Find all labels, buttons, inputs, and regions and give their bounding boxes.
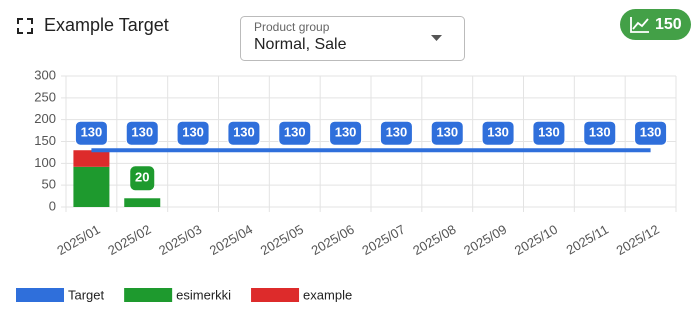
bar <box>73 150 110 167</box>
legend-swatch <box>16 288 64 302</box>
bar <box>73 166 110 207</box>
x-tick-label: 2025/05 <box>258 222 306 258</box>
x-tick-label: 2025/01 <box>54 222 102 258</box>
data-label-box <box>481 120 515 146</box>
dropdown-arrow <box>431 35 442 41</box>
dropdown-label: Product group <box>254 20 330 34</box>
data-label-box <box>329 120 363 146</box>
data-label-box <box>130 166 155 191</box>
data-label: 130 <box>436 125 458 140</box>
y-tick-label: 100 <box>34 155 56 170</box>
data-label: 130 <box>284 125 306 140</box>
y-tick-label: 300 <box>34 67 56 82</box>
y-tick-label: 50 <box>42 177 56 192</box>
legend-label: example <box>303 287 352 302</box>
x-tick-label: 2025/08 <box>410 222 458 258</box>
dropdown-value: Normal, Sale <box>254 36 347 53</box>
legend-label: esimerkki <box>176 287 231 302</box>
data-label: 130 <box>386 125 408 140</box>
data-label-box <box>583 120 617 146</box>
x-tick-label: 2025/11 <box>564 222 611 258</box>
x-tick-label: 2025/09 <box>461 222 509 258</box>
data-label: 130 <box>640 125 662 140</box>
x-tick-label: 2025/12 <box>614 222 662 258</box>
badge-icon <box>630 17 649 33</box>
y-tick-label: 200 <box>34 111 56 126</box>
widget-title: Example Target <box>44 15 169 35</box>
legend-swatch <box>251 288 300 302</box>
data-label-box <box>227 120 261 146</box>
x-tick-label: 2025/06 <box>309 222 357 258</box>
data-label-box <box>125 120 159 146</box>
x-tick-label: 2025/02 <box>105 222 153 258</box>
data-label: 130 <box>131 125 153 140</box>
data-label-box <box>634 120 668 146</box>
fullscreen-icon[interactable] <box>17 18 33 34</box>
data-label-box <box>278 120 312 146</box>
data-label: 130 <box>487 125 509 140</box>
data-label-box <box>379 120 413 146</box>
x-tick-label: 2025/10 <box>512 222 560 258</box>
data-label-box <box>176 120 210 146</box>
legend-label: Target <box>68 287 105 302</box>
data-label-box <box>74 120 108 146</box>
y-tick-label: 250 <box>34 89 56 104</box>
data-label-box <box>430 120 464 146</box>
x-tick-label: 2025/04 <box>207 222 255 258</box>
x-tick-label: 2025/03 <box>156 222 204 258</box>
data-label: 130 <box>538 125 560 140</box>
legend-swatch <box>124 288 173 302</box>
data-label: 130 <box>81 125 103 140</box>
x-tick-label: 2025/07 <box>359 222 407 258</box>
data-label: 20 <box>135 170 149 185</box>
bar <box>124 198 161 207</box>
data-label-box <box>532 120 566 146</box>
data-label: 130 <box>335 125 357 140</box>
data-label: 130 <box>182 125 204 140</box>
dropdown[interactable] <box>240 16 465 61</box>
data-label: 130 <box>233 125 255 140</box>
badge-value: 150 <box>655 16 682 33</box>
y-tick-label: 150 <box>34 133 56 148</box>
y-tick-label: 0 <box>49 198 56 213</box>
data-label: 130 <box>589 125 611 140</box>
